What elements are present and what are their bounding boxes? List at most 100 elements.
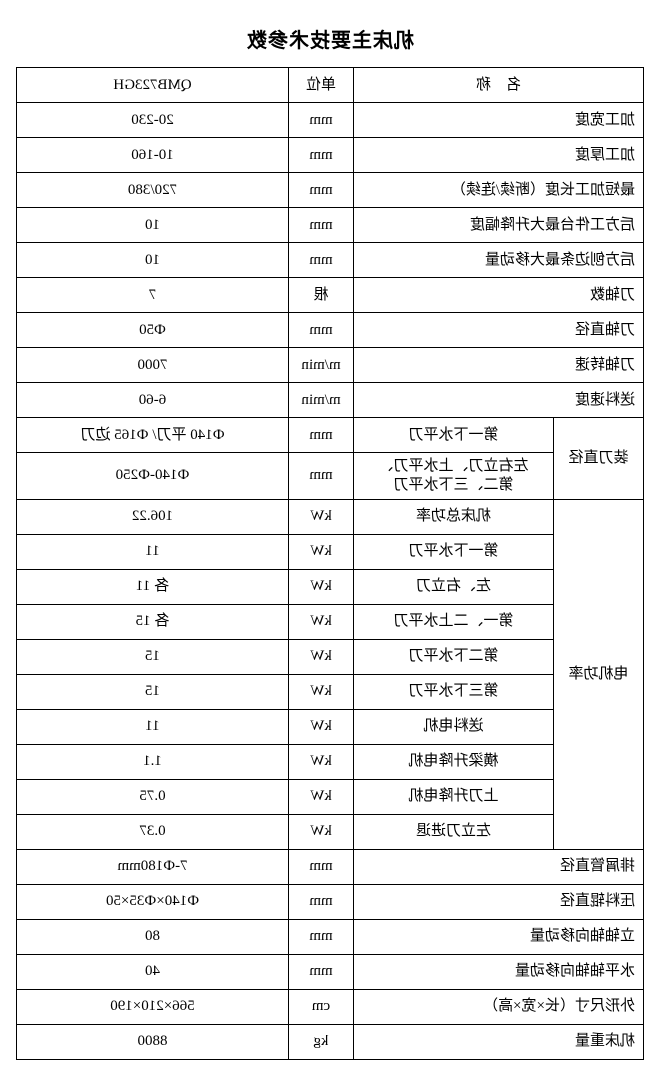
table-row: 排屑管直径mm7-Ф180mm bbox=[17, 849, 644, 884]
cell-value: 1.1 bbox=[17, 744, 289, 779]
cell-value: 0.75 bbox=[17, 779, 289, 814]
cell-unit: kW bbox=[288, 674, 353, 709]
cell-value: 40 bbox=[17, 954, 289, 989]
cell-unit: cm bbox=[288, 989, 353, 1024]
cell-value: Ф50 bbox=[17, 313, 289, 348]
cell-unit: m/min bbox=[288, 348, 353, 383]
table-row: 后方刨边条最大移动量mm10 bbox=[17, 243, 644, 278]
cell-unit: mm bbox=[288, 313, 353, 348]
cell-unit: mm bbox=[288, 849, 353, 884]
cell-unit: mm bbox=[288, 243, 353, 278]
table-row: 后方工件台最大升降幅度mm10 bbox=[17, 208, 644, 243]
cell-value: 8800 bbox=[17, 1024, 289, 1059]
table-row: 电机功率 机床总功率 kW 106.22 bbox=[17, 499, 644, 534]
table-row: 送料速度m/min6-60 bbox=[17, 383, 644, 418]
cell-value: 11 bbox=[17, 534, 289, 569]
cell-unit: kW bbox=[288, 569, 353, 604]
cell-value: 15 bbox=[17, 674, 289, 709]
cell-name: 最短加工长度（断续/连续） bbox=[353, 173, 643, 208]
specs-table: 名 称 单位 QMB723GH 加工宽度mm20-230 加工厚度mm10-16… bbox=[16, 67, 644, 1060]
header-name: 名 称 bbox=[353, 68, 643, 103]
cell-name: 刀轴直径 bbox=[353, 313, 643, 348]
cell-name: 左立刀进退 bbox=[353, 814, 553, 849]
cell-name: 加工厚度 bbox=[353, 138, 643, 173]
page-title: 机床主要技术参数 bbox=[16, 24, 644, 53]
table-row: 名 称 单位 QMB723GH bbox=[17, 68, 644, 103]
cell-unit: mm bbox=[288, 138, 353, 173]
table-row: 左、右立刀kW各 11 bbox=[17, 569, 644, 604]
cell-value: Ф140 平刀/ Ф165 边刀 bbox=[17, 418, 289, 453]
cell-name: 压料辊直径 bbox=[353, 884, 643, 919]
cell-name: 立轴轴向移动量 bbox=[353, 919, 643, 954]
cell-name: 排屑管直径 bbox=[353, 849, 643, 884]
cell-unit: kW bbox=[288, 709, 353, 744]
cell-name: 左、右立刀 bbox=[353, 569, 553, 604]
cell-name: 水平轴轴向移动量 bbox=[353, 954, 643, 989]
cell-value: 10-160 bbox=[17, 138, 289, 173]
cell-value: 720/380 bbox=[17, 173, 289, 208]
cell-value: 各 15 bbox=[17, 604, 289, 639]
cell-unit: kW bbox=[288, 604, 353, 639]
table-row: 第二下水平刀kW15 bbox=[17, 639, 644, 674]
cell-name: 机床重量 bbox=[353, 1024, 643, 1059]
table-row: 最短加工长度（断续/连续）mm720/380 bbox=[17, 173, 644, 208]
table-row: 刀轴转速m/min7000 bbox=[17, 348, 644, 383]
cell-unit: mm bbox=[288, 418, 353, 453]
header-model: QMB723GH bbox=[17, 68, 289, 103]
cell-name: 横梁升降电机 bbox=[353, 744, 553, 779]
table-row: 机床重量kg8800 bbox=[17, 1024, 644, 1059]
cell-unit: kW bbox=[288, 639, 353, 674]
cell-value: 20-230 bbox=[17, 103, 289, 138]
cell-unit: 根 bbox=[288, 278, 353, 313]
cell-unit: kW bbox=[288, 779, 353, 814]
cell-name: 第一下水平刀 bbox=[353, 418, 553, 453]
table-row: 刀轴直径mmФ50 bbox=[17, 313, 644, 348]
cell-value: 7000 bbox=[17, 348, 289, 383]
cell-name: 送料电机 bbox=[353, 709, 553, 744]
cell-unit: mm bbox=[288, 103, 353, 138]
group-cell: 电机功率 bbox=[554, 499, 644, 849]
cell-name: 后方刨边条最大移动量 bbox=[353, 243, 643, 278]
cell-name: 刀轴转速 bbox=[353, 348, 643, 383]
cell-value: 7 bbox=[17, 278, 289, 313]
table-row: 左右立刀、上水平刀、 第二、三下水平刀 mm Ф140-Ф250 bbox=[17, 453, 644, 500]
cell-name: 刀轴数 bbox=[353, 278, 643, 313]
cell-name: 第一、二上水平刀 bbox=[353, 604, 553, 639]
cell-value: 10 bbox=[17, 208, 289, 243]
cell-name: 第二下水平刀 bbox=[353, 639, 553, 674]
cell-name: 加工宽度 bbox=[353, 103, 643, 138]
table-row: 装刀直径 第一下水平刀 mm Ф140 平刀/ Ф165 边刀 bbox=[17, 418, 644, 453]
cell-unit: mm bbox=[288, 919, 353, 954]
cell-value: 106.22 bbox=[17, 499, 289, 534]
cell-unit: mm bbox=[288, 173, 353, 208]
table-row: 刀轴数根7 bbox=[17, 278, 644, 313]
cell-value: 11 bbox=[17, 709, 289, 744]
table-row: 外形尺寸（长×宽×高）cm566×210×190 bbox=[17, 989, 644, 1024]
table-row: 水平轴轴向移动量mm40 bbox=[17, 954, 644, 989]
cell-value: 80 bbox=[17, 919, 289, 954]
table-row: 第三下水平刀kW15 bbox=[17, 674, 644, 709]
cell-name: 外形尺寸（长×宽×高） bbox=[353, 989, 643, 1024]
cell-value: Ф140-Ф250 bbox=[17, 453, 289, 500]
table-row: 上刀升降电机kW0.75 bbox=[17, 779, 644, 814]
table-row: 加工宽度mm20-230 bbox=[17, 103, 644, 138]
cell-value: 10 bbox=[17, 243, 289, 278]
table-row: 横梁升降电机kW1.1 bbox=[17, 744, 644, 779]
cell-unit: mm bbox=[288, 954, 353, 989]
table-row: 左立刀进退kW0.37 bbox=[17, 814, 644, 849]
table-row: 送料电机kW11 bbox=[17, 709, 644, 744]
cell-value: 各 11 bbox=[17, 569, 289, 604]
group-cell: 装刀直径 bbox=[554, 418, 644, 500]
cell-name: 机床总功率 bbox=[353, 499, 553, 534]
table-row: 第一、二上水平刀kW各 15 bbox=[17, 604, 644, 639]
cell-value: 0.37 bbox=[17, 814, 289, 849]
cell-name: 第一下水平刀 bbox=[353, 534, 553, 569]
cell-value: 566×210×190 bbox=[17, 989, 289, 1024]
cell-unit: mm bbox=[288, 453, 353, 500]
header-unit: 单位 bbox=[288, 68, 353, 103]
cell-name: 送料速度 bbox=[353, 383, 643, 418]
cell-name: 左右立刀、上水平刀、 第二、三下水平刀 bbox=[353, 453, 553, 500]
cell-unit: kW bbox=[288, 499, 353, 534]
cell-unit: mm bbox=[288, 208, 353, 243]
table-row: 压料辊直径mmФ140×Ф35×50 bbox=[17, 884, 644, 919]
